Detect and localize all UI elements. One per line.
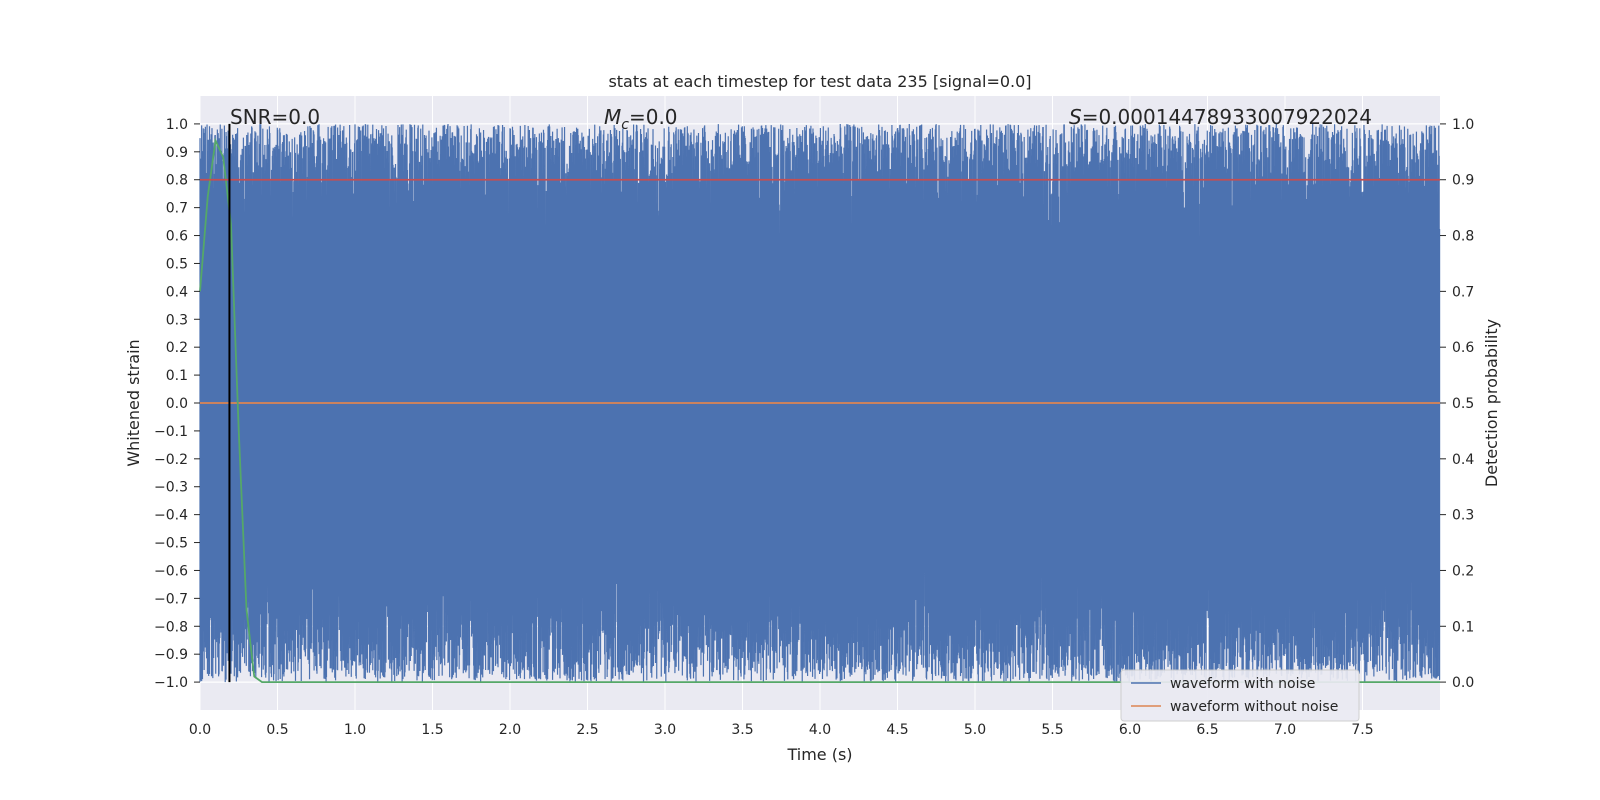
y-tick-label: 0.8 (166, 173, 188, 189)
legend-box (1120, 669, 1360, 722)
y-tick-label: 0.1 (166, 368, 188, 384)
y-tick-label: −0.6 (154, 563, 188, 579)
x-tick-label: 1.5 (421, 722, 443, 738)
y2-tick-label: 0.5 (1452, 396, 1474, 412)
y-tick-label: 0.6 (166, 229, 188, 245)
y-tick-label: −1.0 (154, 675, 188, 691)
y-tick-label: −0.8 (154, 619, 188, 635)
y2-tick-label: 0.0 (1452, 675, 1474, 691)
x-tick-label: 4.5 (886, 722, 908, 738)
x-tick-label: 5.0 (964, 722, 986, 738)
x-tick-label: 7.0 (1274, 722, 1296, 738)
x-tick-label: 6.5 (1196, 722, 1218, 738)
chart-title: stats at each timestep for test data 235… (608, 72, 1031, 91)
noise-waveform-line (199, 123, 1441, 683)
y-tick-label: 0.9 (166, 145, 188, 161)
x-tick-label: 5.5 (1041, 722, 1063, 738)
y2-tick-label: 0.3 (1452, 508, 1474, 524)
x-tick-label: 7.5 (1351, 722, 1373, 738)
y-tick-label: −0.4 (154, 508, 188, 524)
y2-tick-label: 0.1 (1452, 619, 1474, 635)
y2-axis-label: Detection probability (1482, 319, 1501, 487)
y-tick-label: 0.0 (166, 396, 188, 412)
y-tick-label: −0.7 (154, 591, 188, 607)
y2-tick-label: 0.2 (1452, 563, 1474, 579)
x-axis-label: Time (s) (786, 745, 852, 764)
y-tick-label: 0.7 (166, 201, 188, 217)
y-tick-label: 0.5 (166, 256, 188, 272)
x-tick-label: 3.5 (731, 722, 753, 738)
chirp-mass-value: =0.0 (629, 105, 678, 129)
snr-annotation: SNR=0.0 (230, 105, 320, 129)
legend-label-noise: waveform with noise (1170, 676, 1315, 692)
x-tick-label: 3.0 (654, 722, 676, 738)
y2-tick-label: 0.9 (1452, 173, 1474, 189)
x-tick-label: 2.0 (499, 722, 521, 738)
x-tick-label: 4.0 (809, 722, 831, 738)
y-tick-label: −0.2 (154, 452, 188, 468)
chirp-mass-symbol: M (604, 105, 621, 129)
x-tick-label: 6.0 (1119, 722, 1141, 738)
y-tick-label: −0.1 (154, 424, 188, 440)
y-tick-label: −0.3 (154, 480, 188, 496)
tick-labels: 0.0 0.5 1.0 1.5 2.0 2.5 3.0 3.5 4.0 4.5 5.0 5.5 6.0 6… (154, 117, 1474, 738)
y-tick-label: −0.9 (154, 647, 188, 663)
series-waveform-with-noise (199, 123, 1441, 683)
series-line-detection-probability (199, 137, 1440, 683)
y2-tick-label: 1.0 (1452, 117, 1474, 133)
x-tick-label: 0.0 (189, 722, 211, 738)
x-tick-label: 2.5 (576, 722, 598, 738)
s-value: =0.00014478933007922024 (1082, 105, 1372, 129)
y-tick-label: 0.2 (166, 340, 188, 356)
chirp-mass-subscript: c (621, 117, 629, 133)
y2-tick-label: 0.8 (1452, 229, 1474, 245)
chirp-mass-annotation: Mc=0.0 (604, 105, 678, 133)
y2-tick-label: 0.6 (1452, 340, 1474, 356)
y2-tick-label: 0.4 (1452, 452, 1474, 468)
legend-label-clean: waveform without noise (1170, 699, 1338, 715)
legend: waveform with noise waveform without noi… (1120, 669, 1360, 722)
x-tick-label: 1.0 (344, 722, 366, 738)
x-tick-label: 0.5 (266, 722, 288, 738)
y-axis-label: Whitened strain (124, 339, 143, 466)
s-annotation: S=0.00014478933007922024 (1069, 105, 1372, 129)
y-tick-label: 0.4 (166, 284, 188, 300)
y-tick-label: 1.0 (166, 117, 188, 133)
y2-tick-label: 0.7 (1452, 284, 1474, 300)
line-layer (199, 123, 1440, 683)
s-symbol: S (1069, 105, 1082, 129)
y-tick-label: 0.3 (166, 312, 188, 328)
y-tick-label: −0.5 (154, 536, 188, 552)
